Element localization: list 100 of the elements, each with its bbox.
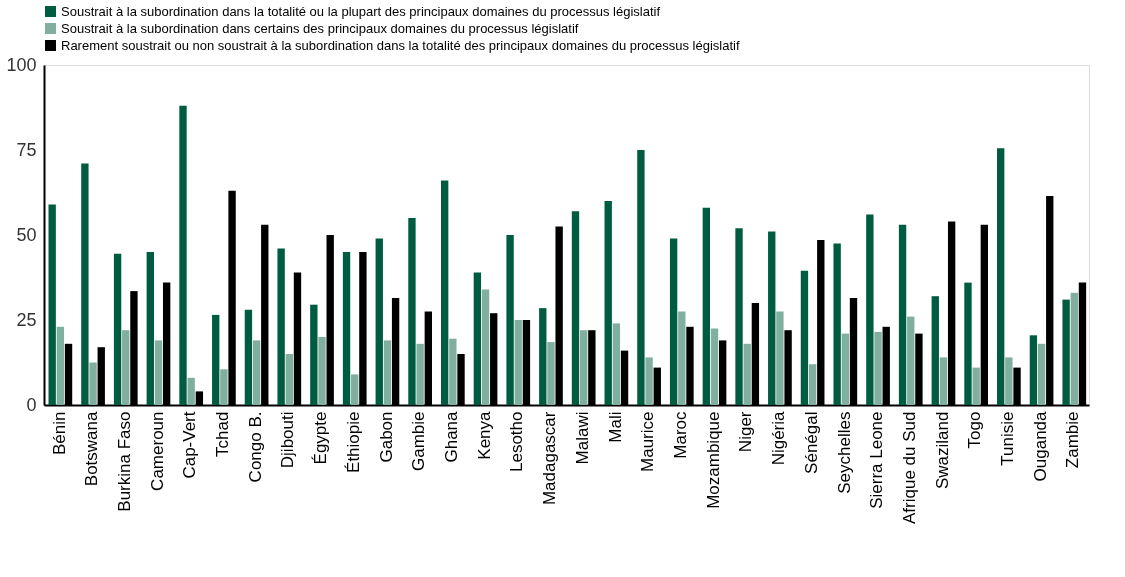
bar <box>449 338 457 405</box>
bar <box>440 180 449 405</box>
bar <box>506 235 514 405</box>
bar <box>710 328 719 405</box>
bar <box>833 243 841 405</box>
x-tick-label: Swaziland <box>932 411 952 489</box>
legend-label: Soustrait à la subordination dans certains des principaux domaines du processus législatif <box>61 20 579 36</box>
bar <box>416 343 424 405</box>
bar <box>898 224 907 405</box>
bar <box>874 331 882 405</box>
bar <box>866 214 874 405</box>
bar <box>612 323 621 405</box>
bar <box>539 308 547 405</box>
x-tick-label: Tunisie <box>998 411 1018 466</box>
bar <box>604 201 612 405</box>
legend-label: Rarement soustrait ou non soustrait à la subordination dans la totalité des principaux domaines du processus législatif <box>61 37 740 53</box>
bar <box>146 252 154 405</box>
bar <box>1029 335 1038 405</box>
bar <box>318 337 326 405</box>
bar <box>212 314 220 405</box>
bar <box>244 309 253 405</box>
x-tick-label: Zambie <box>1063 411 1083 469</box>
x-tick-label: Cameroun <box>147 411 167 491</box>
bar <box>939 357 948 405</box>
x-tick-label: Éthiopie <box>343 411 363 473</box>
bar <box>277 248 285 405</box>
x-tick-label: Djibouti <box>278 411 298 469</box>
x-tick-label: Congo B. <box>245 411 265 483</box>
y-tick-label: 0 <box>26 394 37 415</box>
bar <box>547 342 555 405</box>
x-tick-label: Bénin <box>49 411 69 455</box>
bar <box>678 311 686 405</box>
bar <box>81 163 89 405</box>
bar <box>154 340 163 405</box>
bar <box>473 272 482 405</box>
bar <box>1005 357 1013 405</box>
x-tick-label: Nigéria <box>769 410 789 466</box>
bar <box>113 253 122 405</box>
y-tick-label: 25 <box>16 309 37 330</box>
bar <box>776 311 784 405</box>
bar <box>964 282 972 405</box>
bar <box>808 364 817 405</box>
x-tick-label: Togo <box>965 411 985 449</box>
bar <box>571 211 580 405</box>
x-tick-label: Gambie <box>409 411 429 472</box>
bar <box>735 228 743 405</box>
bar <box>252 340 261 405</box>
x-tick-label: Afrique du Sud <box>899 411 919 524</box>
bar <box>342 252 351 405</box>
x-tick-label: Sénégal <box>801 411 821 474</box>
bar <box>383 340 392 405</box>
bar <box>907 316 915 405</box>
x-tick-label: Lesotho <box>507 411 527 472</box>
y-tick-label: 100 <box>6 54 37 75</box>
bar <box>972 367 980 405</box>
x-tick-label: Botswana <box>82 410 102 487</box>
x-tick-label: Kenya <box>474 410 494 460</box>
legend-label: Soustrait à la subordination dans la totalité ou la plupart des principaux domaines du processus législatif <box>61 3 661 19</box>
bar <box>841 333 850 405</box>
bar <box>645 357 653 405</box>
bar <box>702 207 710 405</box>
x-tick-label: Mozambique <box>703 411 723 509</box>
x-tick-label: Mali <box>605 411 625 443</box>
bar <box>220 369 228 405</box>
bar <box>637 150 645 405</box>
bar <box>669 238 678 405</box>
bar <box>743 343 751 405</box>
x-tick-label: Sierra Leone <box>867 411 887 509</box>
x-tick-label: Ghana <box>442 410 462 463</box>
bar <box>997 148 1005 405</box>
bar <box>351 374 359 405</box>
bar <box>310 304 318 405</box>
bar <box>408 218 416 405</box>
y-tick-label: 50 <box>16 224 37 245</box>
x-tick-label: Niger <box>736 411 756 453</box>
bar <box>122 330 130 405</box>
x-tick-label: Burkina Faso <box>114 411 134 512</box>
y-tick-label: 75 <box>16 139 37 160</box>
x-tick-label: Maurice <box>638 411 658 472</box>
bar <box>1037 343 1046 405</box>
bar <box>48 204 56 405</box>
bar <box>56 326 65 405</box>
bar <box>931 296 939 405</box>
x-tick-label: Cap-Vert <box>180 411 200 479</box>
x-tick-label: Malawi <box>572 411 592 465</box>
bar <box>768 231 776 405</box>
bar <box>89 362 97 405</box>
bar <box>1070 292 1078 405</box>
x-tick-label: Maroc <box>670 411 690 459</box>
bar <box>375 238 383 405</box>
bar <box>1062 299 1070 405</box>
x-tick-label: Tchad <box>213 411 233 457</box>
bar <box>187 377 195 405</box>
x-tick-label: Gabon <box>376 411 396 463</box>
bar <box>800 270 809 405</box>
bar <box>481 289 490 405</box>
x-tick-label: Ouganda <box>1030 410 1050 482</box>
bar <box>514 320 522 405</box>
bar <box>179 105 187 405</box>
bar <box>579 330 588 405</box>
